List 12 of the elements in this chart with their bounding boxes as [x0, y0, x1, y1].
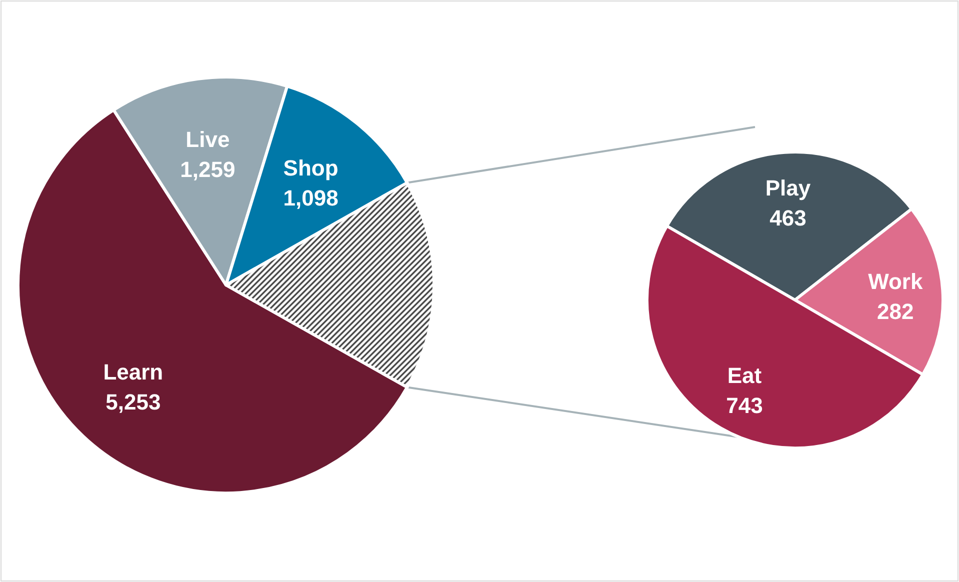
data-label: 5,253 [106, 389, 161, 414]
data-label: 282 [877, 299, 914, 324]
slice-label: Learn [103, 359, 164, 384]
data-label: 743 [726, 393, 763, 418]
data-label: 463 [770, 206, 806, 231]
data-label: 1,259 [180, 157, 236, 182]
slice-label: Work [868, 269, 924, 294]
slice-label: Eat [727, 363, 762, 388]
slice-label: Play [765, 176, 812, 201]
slice-label: Live [186, 127, 230, 152]
slice-label: Shop [283, 156, 338, 181]
data-label: 1,098 [283, 186, 338, 211]
